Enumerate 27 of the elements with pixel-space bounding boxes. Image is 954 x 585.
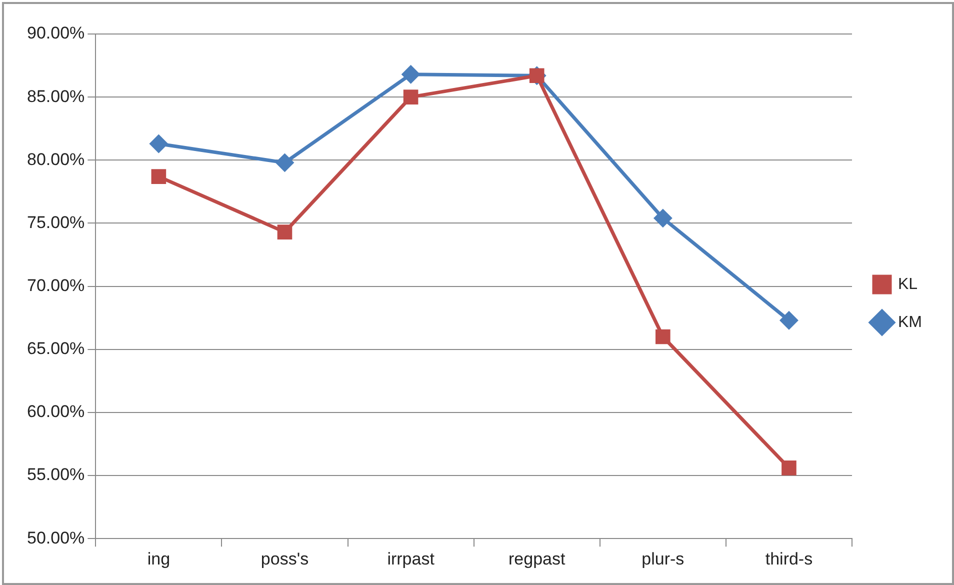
point bbox=[277, 224, 292, 240]
x-tick-label: regpast bbox=[508, 549, 566, 568]
y-tick-label: 60.00% bbox=[26, 402, 85, 422]
point bbox=[782, 460, 796, 476]
point bbox=[780, 312, 798, 330]
x-tick-label: poss's bbox=[260, 549, 309, 568]
point bbox=[656, 329, 670, 344]
point bbox=[402, 66, 420, 84]
point bbox=[151, 169, 166, 184]
y-tick-label: 55.00% bbox=[26, 465, 85, 484]
y-tick-label: 70.00% bbox=[26, 276, 85, 295]
x-tick-label: ing bbox=[147, 549, 170, 568]
point bbox=[150, 135, 168, 152]
legend-label: KL bbox=[898, 276, 918, 293]
x-tick-label: third-s bbox=[765, 549, 813, 568]
y-tick-label: 90.00% bbox=[26, 24, 85, 43]
y-tick-label: 50.00% bbox=[26, 528, 85, 548]
point bbox=[654, 209, 672, 227]
y-tick-label: 65.00% bbox=[26, 339, 85, 358]
point bbox=[403, 90, 418, 104]
y-tick-label: 80.00% bbox=[26, 150, 85, 169]
legend-label: KM bbox=[898, 314, 922, 331]
x-tick-label: plur-s bbox=[642, 549, 684, 568]
y-tick-label: 75.00% bbox=[26, 212, 85, 232]
x-tick-label: irrpast bbox=[387, 549, 435, 568]
y-tick-label: 85.00% bbox=[26, 86, 85, 106]
point bbox=[276, 154, 294, 172]
